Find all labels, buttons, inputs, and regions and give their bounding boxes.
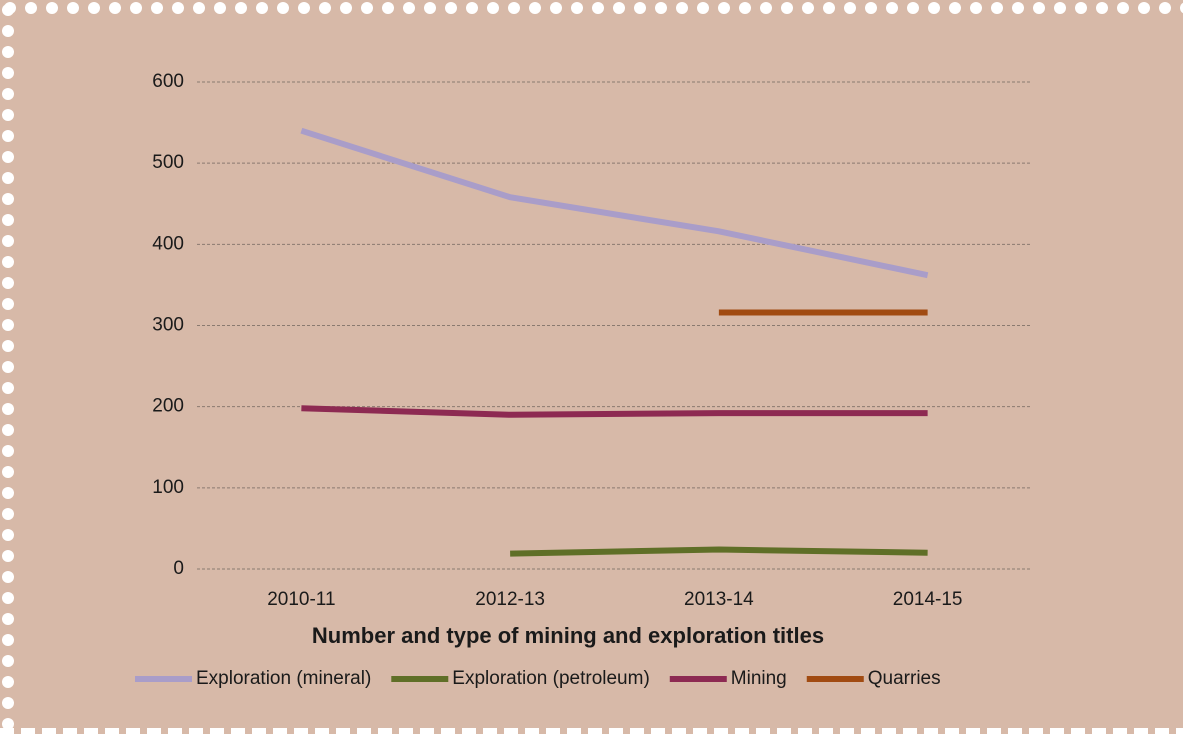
x-tick-label: 2012-13	[475, 589, 545, 610]
border-left	[0, 0, 16, 734]
x-tick-label: 2014-15	[893, 589, 963, 610]
x-tick-label: 2010-11	[267, 589, 335, 610]
y-tick-label: 500	[152, 152, 184, 173]
y-tick-label: 600	[152, 71, 184, 92]
border-top	[0, 0, 1183, 16]
legend-label: Exploration (petroleum)	[452, 668, 649, 689]
legend-label: Exploration (mineral)	[196, 668, 371, 689]
y-tick-label: 300	[152, 315, 184, 336]
legend-label: Quarries	[868, 668, 941, 689]
y-tick-label: 200	[152, 396, 184, 417]
series-line	[301, 405, 928, 418]
series-line	[300, 127, 929, 279]
y-tick-label: 100	[152, 477, 184, 498]
y-tick-label: 400	[152, 233, 184, 254]
legend-label: Mining	[731, 668, 787, 689]
chart-title: Number and type of mining and exploratio…	[312, 623, 824, 648]
y-tick-label: 0	[173, 558, 184, 579]
series-line	[510, 546, 928, 557]
x-tick-label: 2013-14	[684, 589, 754, 610]
